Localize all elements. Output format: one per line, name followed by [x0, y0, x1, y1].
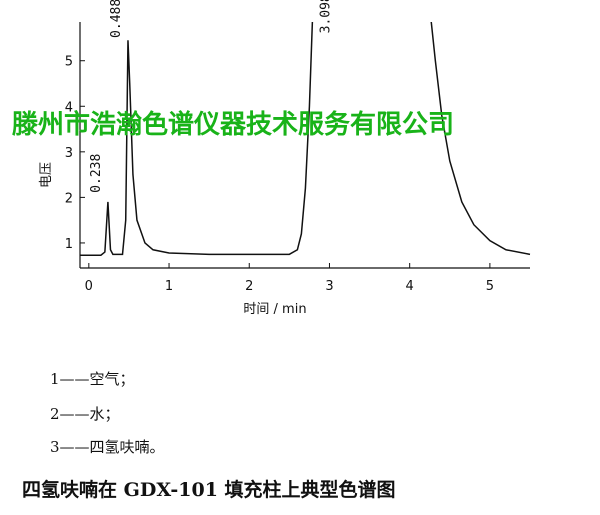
watermark: 滕州市浩瀚色谱仪器技术服务有限公司: [12, 110, 455, 140]
x-tick-label: 3: [325, 279, 333, 294]
legend-item: 2——水；: [50, 405, 120, 423]
legend-item: 3——四氢呋喃。: [50, 438, 165, 456]
y-axis-label: 电压: [39, 162, 54, 188]
y-tick-label: 4: [65, 100, 73, 115]
y-tick-label: 2: [65, 191, 73, 206]
caption: 四氢呋喃在 GDX-101 填充柱上典型色谱图: [22, 479, 396, 501]
x-tick-label: 5: [486, 279, 494, 294]
x-tick-label: 2: [245, 279, 253, 294]
legend-item: 1——空气；: [50, 370, 135, 388]
x-tick-label: 0: [85, 279, 93, 294]
y-tick-label: 3: [65, 146, 73, 161]
x-tick-label: 4: [406, 279, 414, 294]
trace: [80, 22, 531, 256]
y-tick-label: 1: [65, 237, 73, 252]
chart: 时间 / min 电压 1 2 3 4 5 0 1 2 3 4 5 0.238 0.488 3.098: [39, 0, 531, 317]
peak-label: 0.488: [109, 0, 124, 38]
peak-label: 3.098: [318, 0, 333, 33]
y-tick-label: 5: [65, 55, 73, 70]
x-tick-label: 1: [165, 279, 173, 294]
plot-area: [80, 22, 531, 256]
peak-label: 0.238: [89, 154, 104, 193]
x-axis-label: 时间 / min: [243, 302, 306, 317]
